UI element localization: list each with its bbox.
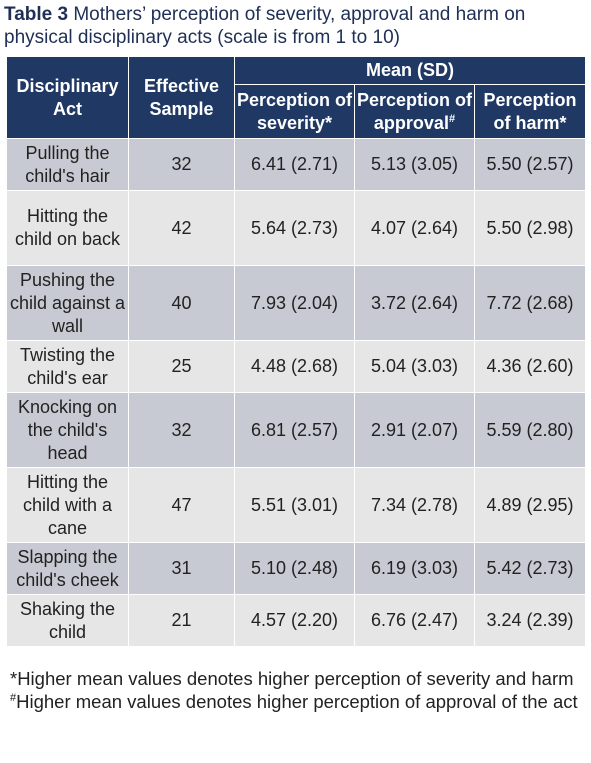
cell-sample: 32 <box>128 392 235 468</box>
cell-act: Pulling the child's hair <box>6 138 129 191</box>
header-approval: Perception of approval# <box>354 84 475 139</box>
cell-sample: 32 <box>128 138 235 191</box>
table-label: Table 3 <box>4 4 69 25</box>
header-approval-label: Perception of approval <box>357 89 473 133</box>
header-severity-mark: * <box>325 112 333 133</box>
cell-harm: 5.50 (2.98) <box>473 190 587 266</box>
cell-act: Twisting the child's ear <box>6 340 129 393</box>
cell-harm: 4.89 (2.95) <box>473 467 587 543</box>
table-row: Twisting the child's ear 25 4.48 (2.68) … <box>6 340 587 393</box>
table-caption: Table 3 Mothers’ perception of severity,… <box>4 3 584 49</box>
footnote-approval: #Higher mean values denotes higher perce… <box>10 690 584 713</box>
cell-sample: 31 <box>128 542 235 595</box>
cell-approval: 5.04 (3.03) <box>354 340 475 393</box>
footnote-approval-mark: # <box>10 691 17 704</box>
cell-severity: 6.41 (2.71) <box>234 138 355 191</box>
cell-approval: 6.76 (2.47) <box>354 594 475 647</box>
cell-severity: 4.57 (2.20) <box>234 594 355 647</box>
cell-act: Hitting the child with a cane <box>6 467 129 543</box>
header-severity-label: Perception of severity <box>237 89 353 133</box>
table-row: Pushing the child against a wall 40 7.93… <box>6 265 587 341</box>
cell-approval: 2.91 (2.07) <box>354 392 475 468</box>
cell-severity: 4.48 (2.68) <box>234 340 355 393</box>
table-row: Pulling the child's hair 32 6.41 (2.71) … <box>6 138 587 191</box>
table-row: Shaking the child 21 4.57 (2.20) 6.76 (2… <box>6 594 587 647</box>
header-harm: Perception of harm* <box>473 84 587 139</box>
cell-harm: 7.72 (2.68) <box>473 265 587 341</box>
cell-approval: 7.34 (2.78) <box>354 467 475 543</box>
footnote-severity-harm: *Higher mean values denotes higher perce… <box>10 668 574 689</box>
cell-act: Shaking the child <box>6 594 129 647</box>
cell-sample: 40 <box>128 265 235 341</box>
header-effective-sample: Effective Sample <box>128 56 235 139</box>
cell-approval: 6.19 (3.03) <box>354 542 475 595</box>
cell-sample: 25 <box>128 340 235 393</box>
cell-sample: 42 <box>128 190 235 266</box>
cell-severity: 5.10 (2.48) <box>234 542 355 595</box>
cell-act: Knocking on the child's head <box>6 392 129 468</box>
cell-severity: 7.93 (2.04) <box>234 265 355 341</box>
cell-harm: 4.36 (2.60) <box>473 340 587 393</box>
header-mean-sd: Mean (SD) <box>233 56 587 85</box>
table-row: Hitting the child on back 42 5.64 (2.73)… <box>6 190 587 266</box>
cell-severity: 5.51 (3.01) <box>234 467 355 543</box>
table-row: Slapping the child's cheek 31 5.10 (2.48… <box>6 542 587 595</box>
data-table: Disciplinary Act Effective Sample Mean (… <box>6 56 587 647</box>
cell-approval: 3.72 (2.64) <box>354 265 475 341</box>
cell-act: Pushing the child against a wall <box>6 265 129 341</box>
cell-sample: 47 <box>128 467 235 543</box>
cell-approval: 4.07 (2.64) <box>354 190 475 266</box>
cell-harm: 5.42 (2.73) <box>473 542 587 595</box>
header-severity: Perception of severity* <box>234 84 355 139</box>
cell-harm: 5.59 (2.80) <box>473 392 587 468</box>
header-harm-label: Perception of harm <box>483 89 577 133</box>
cell-approval: 5.13 (3.05) <box>354 138 475 191</box>
header-approval-mark: # <box>448 112 456 125</box>
cell-act: Hitting the child on back <box>6 190 129 266</box>
footnote-approval-text: Higher mean values denotes higher percep… <box>16 691 578 712</box>
table-row: Hitting the child with a cane 47 5.51 (3… <box>6 467 587 543</box>
cell-harm: 3.24 (2.39) <box>473 594 587 647</box>
cell-severity: 6.81 (2.57) <box>234 392 355 468</box>
table-footnotes: *Higher mean values denotes higher perce… <box>10 667 584 713</box>
header-disciplinary-act: Disciplinary Act <box>6 56 129 139</box>
cell-harm: 5.50 (2.57) <box>473 138 587 191</box>
cell-sample: 21 <box>128 594 235 647</box>
cell-act: Slapping the child's cheek <box>6 542 129 595</box>
cell-severity: 5.64 (2.73) <box>234 190 355 266</box>
table-title: Mothers’ perception of severity, approva… <box>4 4 526 48</box>
header-harm-mark: * <box>559 112 567 133</box>
table-row: Knocking on the child's head 32 6.81 (2.… <box>6 392 587 468</box>
